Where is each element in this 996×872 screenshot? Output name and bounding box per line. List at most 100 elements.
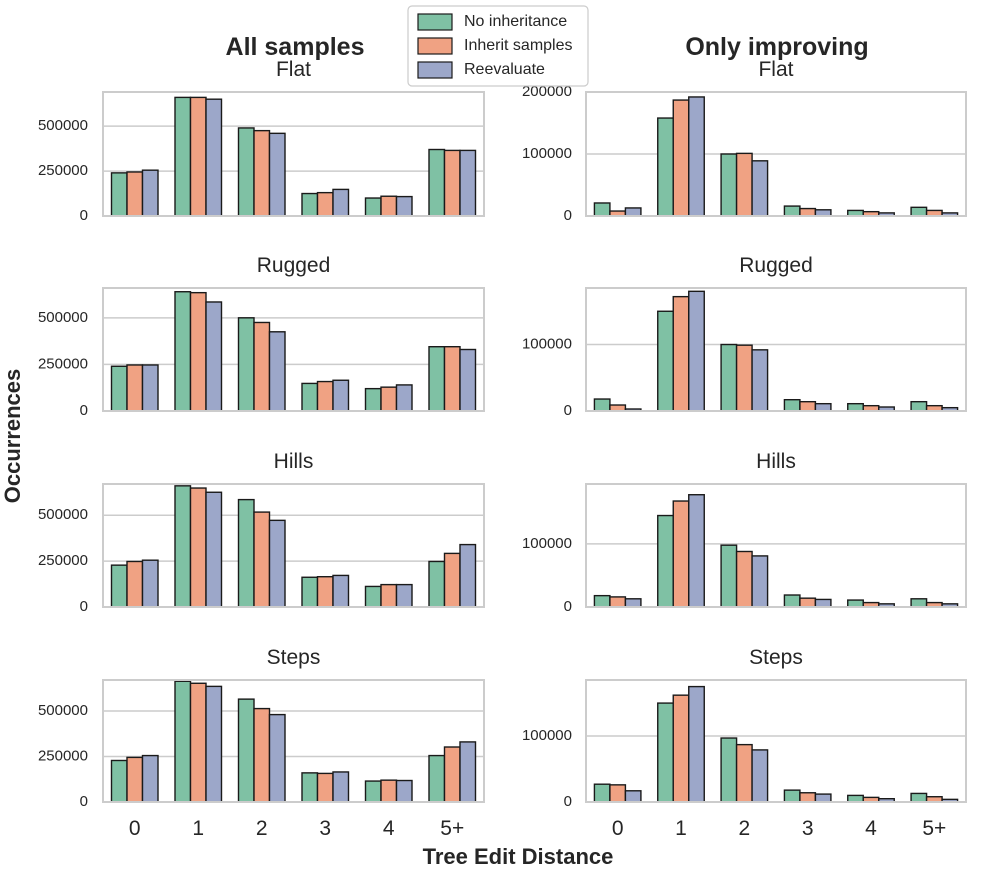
x-tick-label-all-samples-0: 0	[129, 817, 141, 840]
bar-only-improving-rugged-no-inheritance-1	[657, 310, 674, 412]
bar-all-samples-steps-inherit-samples-0	[126, 756, 144, 803]
x-tick-label-only-improving-4: 4	[865, 817, 877, 840]
bar-only-improving-hills-reevaluate-0	[624, 598, 642, 608]
y-tick-label-all-samples-flat-2: 500000	[38, 117, 88, 134]
y-tick-label-only-improving-flat-1: 100000	[522, 145, 572, 162]
bar-all-samples-flat-inherit-samples-5	[443, 149, 461, 217]
bar-only-improving-rugged-no-inheritance-4	[847, 402, 864, 412]
bar-only-improving-rugged-no-inheritance-2	[720, 343, 738, 412]
bar-all-samples-steps-inherit-samples-5	[443, 746, 461, 803]
bar-only-improving-rugged-inherit-samples-2	[735, 344, 753, 412]
bar-only-improving-hills-no-inheritance-3	[783, 594, 801, 608]
bar-only-improving-hills-inherit-samples-0	[609, 596, 627, 608]
bar-only-improving-steps-reevaluate-0	[624, 790, 642, 803]
bar-only-improving-steps-inherit-samples-0	[609, 784, 627, 803]
bar-all-samples-flat-reevaluate-1	[205, 98, 223, 217]
bar-all-samples-steps-reevaluate-2	[268, 713, 286, 803]
y-tick-label-all-samples-rugged-2: 500000	[38, 309, 88, 326]
panels-layer: 0250000500000Flat0250000500000Rugged0250…	[38, 58, 967, 840]
column-title-only-improving: Only improving	[685, 33, 868, 61]
bar-all-samples-hills-no-inheritance-2	[237, 498, 255, 608]
bar-all-samples-hills-reevaluate-5	[459, 543, 477, 608]
x-tick-label-only-improving-3: 3	[802, 817, 814, 840]
bar-all-samples-hills-no-inheritance-0	[110, 564, 128, 608]
bar-all-samples-flat-reevaluate-4	[395, 195, 413, 217]
panel-all-samples-rugged: 0 250000 500000 Rugged	[38, 254, 485, 419]
bar-only-improving-steps-no-inheritance-5	[910, 792, 928, 803]
panel-frame-all-samples-steps	[102, 679, 485, 803]
x-tick-label-all-samples-3: 3	[319, 817, 331, 840]
x-tick-label-only-improving-0: 0	[612, 817, 624, 840]
y-tick-label-all-samples-rugged-0: 0	[80, 402, 88, 419]
y-tick-label-all-samples-steps-1: 250000	[38, 747, 88, 764]
x-tick-label-all-samples-5: 5+	[440, 817, 464, 840]
bar-all-samples-flat-reevaluate-5	[459, 149, 477, 217]
panel-title-all-samples-rugged: Rugged	[257, 254, 331, 277]
y-tick-label-all-samples-steps-0: 0	[80, 793, 88, 810]
panel-title-only-improving-steps: Steps	[749, 646, 803, 669]
bar-only-improving-steps-inherit-samples-1	[672, 694, 690, 803]
bar-only-improving-flat-no-inheritance-5	[910, 206, 928, 217]
panel-frame-all-samples-rugged	[102, 287, 485, 412]
panel-title-only-improving-hills: Hills	[756, 450, 796, 473]
y-tick-label-only-improving-rugged-1: 100000	[522, 335, 572, 352]
bar-all-samples-rugged-reevaluate-4	[395, 384, 413, 412]
bar-only-improving-rugged-no-inheritance-3	[783, 398, 801, 412]
bar-only-improving-flat-inherit-samples-1	[672, 99, 690, 217]
bar-all-samples-flat-no-inheritance-3	[301, 192, 319, 217]
bar-all-samples-hills-no-inheritance-1	[174, 485, 192, 608]
y-tick-label-only-improving-steps-0: 0	[564, 793, 572, 810]
bar-only-improving-hills-no-inheritance-5	[910, 598, 928, 608]
bar-only-improving-steps-no-inheritance-0	[593, 783, 611, 803]
x-tick-label-all-samples-2: 2	[256, 817, 268, 840]
panel-only-improving-flat: 0 100000 200000 Flat	[522, 58, 967, 224]
bar-all-samples-hills-inherit-samples-5	[443, 552, 461, 608]
bar-only-improving-steps-no-inheritance-2	[720, 737, 738, 803]
bar-all-samples-rugged-inherit-samples-1	[189, 291, 207, 412]
x-tick-label-all-samples-1: 1	[192, 817, 204, 840]
bar-only-improving-hills-no-inheritance-1	[657, 514, 674, 608]
bar-only-improving-hills-no-inheritance-0	[593, 594, 611, 608]
panel-frame-only-improving-flat	[585, 91, 967, 217]
bar-all-samples-hills-reevaluate-3	[332, 574, 350, 608]
bar-all-samples-flat-inherit-samples-0	[126, 171, 144, 217]
bar-only-improving-hills-no-inheritance-2	[720, 544, 738, 608]
bar-all-samples-flat-reevaluate-3	[332, 188, 350, 217]
bar-all-samples-flat-inherit-samples-2	[253, 129, 271, 217]
bar-only-improving-rugged-inherit-samples-1	[672, 295, 690, 412]
bar-all-samples-rugged-no-inheritance-5	[428, 346, 446, 412]
bar-only-improving-steps-reevaluate-3	[814, 793, 832, 803]
bar-only-improving-steps-no-inheritance-1	[657, 702, 674, 803]
panel-frame-only-improving-hills	[585, 483, 967, 608]
bar-only-improving-rugged-reevaluate-3	[814, 402, 832, 412]
panel-frame-all-samples-flat	[102, 91, 485, 217]
bar-all-samples-hills-inherit-samples-2	[253, 511, 271, 608]
bar-only-improving-rugged-reevaluate-1	[688, 290, 705, 412]
bar-only-improving-steps-reevaluate-1	[688, 685, 705, 803]
bar-all-samples-hills-no-inheritance-4	[364, 585, 382, 608]
y-tick-label-only-improving-hills-0: 0	[564, 598, 572, 615]
bar-all-samples-steps-inherit-samples-2	[253, 707, 271, 803]
bar-all-samples-steps-reevaluate-1	[205, 685, 223, 803]
bar-all-samples-flat-inherit-samples-3	[316, 191, 334, 217]
bar-only-improving-steps-no-inheritance-3	[783, 789, 801, 803]
panel-all-samples-steps: 0 250000 500000 Steps 0 1 2 3 4 5+	[38, 646, 485, 840]
bar-all-samples-rugged-reevaluate-0	[141, 364, 159, 412]
bar-only-improving-flat-reevaluate-2	[751, 160, 769, 217]
legend-label-reevaluate: Reevaluate	[464, 61, 545, 78]
y-tick-label-only-improving-flat-2: 200000	[522, 83, 572, 100]
bar-only-improving-hills-inherit-samples-2	[735, 550, 753, 608]
bar-only-improving-hills-inherit-samples-3	[799, 597, 817, 608]
bar-all-samples-rugged-inherit-samples-5	[443, 346, 461, 412]
bar-all-samples-steps-no-inheritance-0	[110, 759, 128, 803]
bar-only-improving-flat-inherit-samples-3	[799, 207, 817, 217]
bar-all-samples-steps-no-inheritance-2	[237, 698, 255, 803]
bar-all-samples-steps-no-inheritance-4	[364, 780, 382, 803]
y-tick-label-all-samples-hills-2: 500000	[38, 506, 88, 523]
bar-all-samples-flat-no-inheritance-5	[428, 148, 446, 217]
legend-swatch-reevaluate	[417, 61, 453, 79]
panel-only-improving-rugged: 0 100000 Rugged	[522, 254, 967, 419]
panel-only-improving-steps: 0 100000 Steps 0 1 2 3 4 5+	[522, 646, 967, 840]
bar-only-improving-flat-no-inheritance-3	[783, 205, 801, 217]
